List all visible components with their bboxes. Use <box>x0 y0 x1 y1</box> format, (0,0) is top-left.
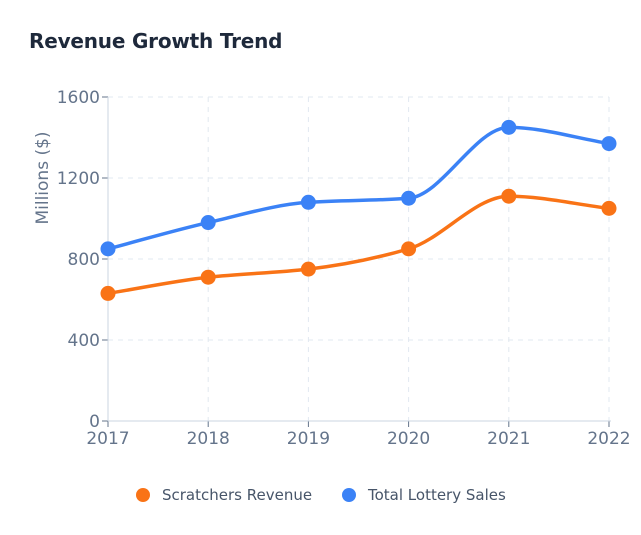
legend-marker-icon <box>136 488 150 502</box>
x-tick-label: 2020 <box>387 429 430 449</box>
data-point-scratchers-revenue <box>601 200 617 216</box>
legend-label: Scratchers Revenue <box>162 486 313 504</box>
legend-item[interactable]: Scratchers Revenue <box>136 486 312 504</box>
data-point-total-lottery-sales <box>401 190 417 206</box>
y-tick-label: 400 <box>68 331 100 351</box>
legend-item[interactable]: Total Lottery Sales <box>342 486 506 504</box>
data-point-scratchers-revenue <box>100 285 116 301</box>
series-line-total-lottery-sales <box>106 125 611 251</box>
y-tick-label: 1200 <box>57 169 100 189</box>
y-tick-label: 1600 <box>57 88 100 108</box>
x-tick-label: 2017 <box>86 429 129 449</box>
grid-lines <box>107 96 610 421</box>
data-point-scratchers-revenue <box>401 241 417 257</box>
data-point-total-lottery-sales <box>601 136 617 152</box>
data-point-scratchers-revenue <box>200 269 216 285</box>
data-point-scratchers-revenue <box>300 261 316 277</box>
data-point-total-lottery-sales <box>300 194 316 210</box>
chart-title: Revenue Growth Trend <box>29 29 283 53</box>
legend: Scratchers Revenue Total Lottery Sales <box>0 486 641 510</box>
y-axis-label: Millions ($) <box>33 131 53 224</box>
data-point-scratchers-revenue <box>501 188 517 204</box>
x-tick-label: 2019 <box>287 429 330 449</box>
data-point-total-lottery-sales <box>100 241 116 257</box>
x-tick-label: 2021 <box>487 429 530 449</box>
series-line-scratchers-revenue <box>106 194 611 296</box>
x-tick-label: 2018 <box>187 429 230 449</box>
axes: 0 400 800 1200 1600 2017 2018 2019 2020 2021 2022 <box>57 88 631 449</box>
data-point-total-lottery-sales <box>200 215 216 231</box>
x-tick-label: 2022 <box>587 429 630 449</box>
legend-label: Total Lottery Sales <box>368 486 506 504</box>
data-point-total-lottery-sales <box>501 119 517 135</box>
y-tick-label: 0 <box>89 412 100 432</box>
series-lines <box>100 119 617 301</box>
y-tick-label: 800 <box>68 250 100 270</box>
legend-marker-icon <box>342 488 356 502</box>
